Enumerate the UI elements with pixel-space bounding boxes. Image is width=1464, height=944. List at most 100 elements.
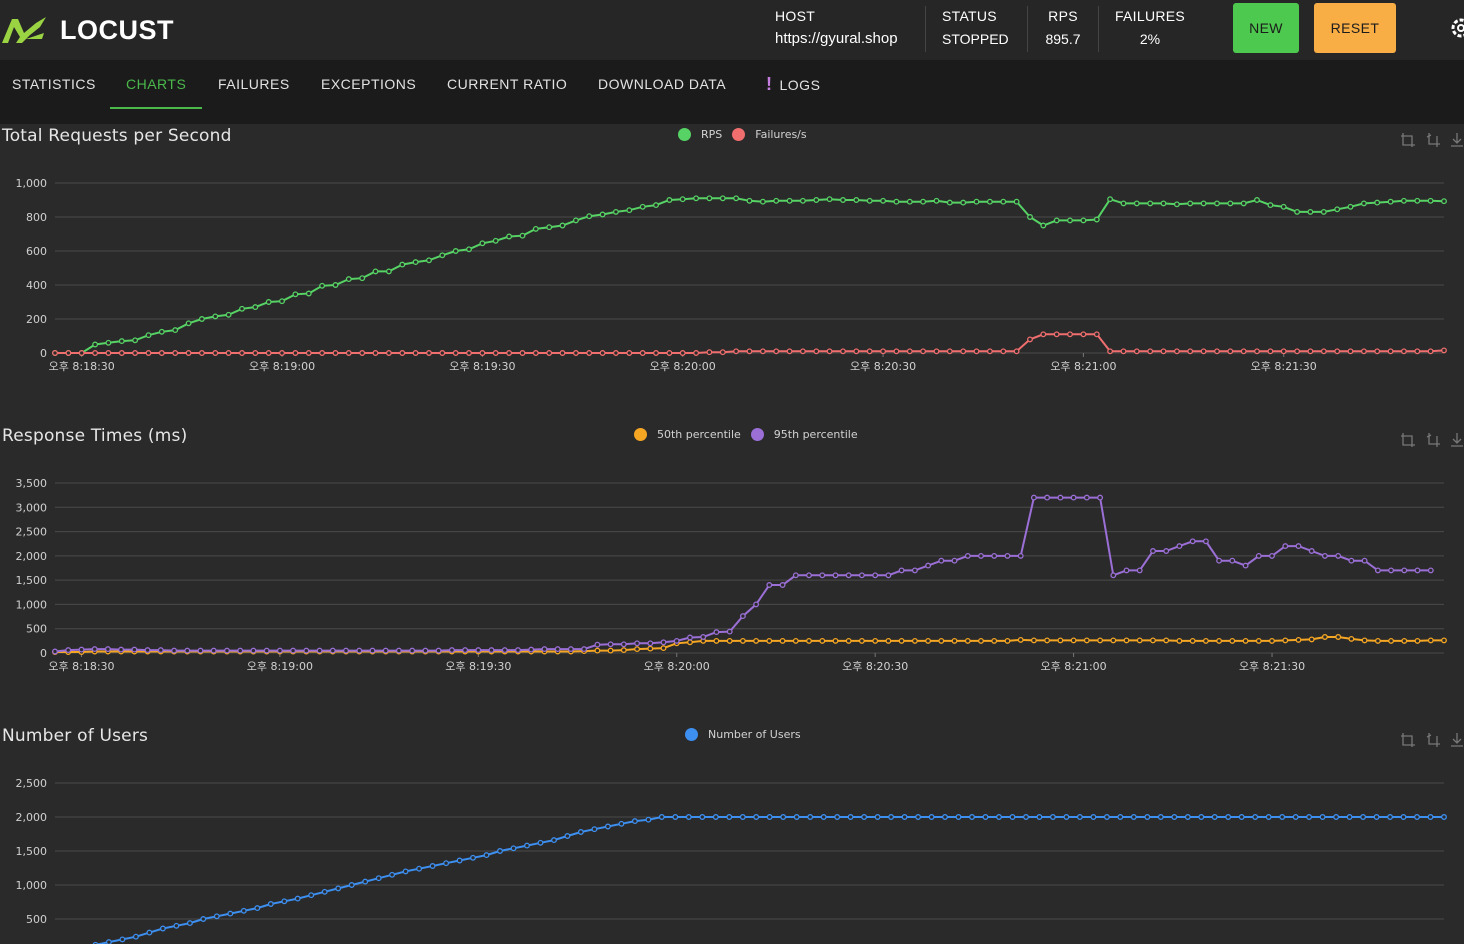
data-point bbox=[1240, 200, 1247, 207]
data-point bbox=[399, 350, 406, 356]
data-point bbox=[212, 350, 219, 356]
legend-item-users[interactable]: Number of Users bbox=[685, 728, 801, 741]
legend-item-rps[interactable]: RPS bbox=[678, 128, 722, 141]
data-point bbox=[1254, 197, 1260, 203]
data-point bbox=[1093, 216, 1100, 223]
data-point bbox=[416, 865, 423, 872]
divider bbox=[1027, 6, 1028, 52]
data-point bbox=[1321, 552, 1328, 559]
data-point bbox=[305, 290, 312, 297]
x-tick-label: 오후 8:21:00 bbox=[1050, 360, 1116, 373]
tab-charts[interactable]: CHARTS bbox=[126, 76, 187, 92]
data-point bbox=[915, 814, 922, 820]
data-point bbox=[1229, 557, 1236, 564]
data-point bbox=[479, 350, 486, 356]
data-point bbox=[906, 198, 913, 205]
tab-exceptions[interactable]: EXCEPTIONS bbox=[321, 76, 417, 92]
data-point bbox=[706, 195, 713, 202]
data-point bbox=[753, 814, 760, 820]
zoom-reset-icon[interactable] bbox=[1425, 432, 1441, 448]
data-point bbox=[1280, 203, 1287, 210]
data-point bbox=[1176, 543, 1183, 550]
reset-button[interactable]: RESET bbox=[1314, 3, 1396, 53]
data-point bbox=[483, 852, 490, 859]
data-point bbox=[385, 350, 392, 356]
data-point bbox=[319, 282, 326, 289]
data-point bbox=[1334, 348, 1341, 355]
x-tick-label: 오후 8:20:30 bbox=[842, 660, 908, 673]
data-point bbox=[660, 645, 667, 652]
data-point bbox=[928, 814, 935, 820]
data-point bbox=[551, 837, 557, 844]
data-point bbox=[402, 868, 409, 875]
status-label: STATUS bbox=[942, 8, 997, 24]
download-icon[interactable] bbox=[1450, 132, 1464, 148]
data-point bbox=[345, 276, 352, 283]
zoom-reset-icon[interactable] bbox=[1425, 732, 1441, 748]
data-point bbox=[920, 348, 927, 355]
data-point bbox=[184, 647, 191, 654]
data-point bbox=[501, 647, 508, 654]
data-point bbox=[647, 640, 654, 647]
data-point bbox=[332, 350, 339, 356]
legend-item-p95[interactable]: 95th percentile bbox=[750, 428, 858, 441]
download-icon[interactable] bbox=[1450, 732, 1464, 748]
data-point bbox=[1080, 217, 1087, 224]
legend-item-failures[interactable]: Failures/s bbox=[732, 128, 807, 141]
data-point bbox=[1374, 567, 1381, 574]
data-point bbox=[279, 350, 285, 356]
tab-failures[interactable]: FAILURES bbox=[218, 76, 290, 92]
data-point bbox=[1017, 552, 1024, 559]
tab-statistics[interactable]: STATISTICS bbox=[12, 76, 96, 92]
data-point bbox=[1057, 637, 1064, 644]
gear-icon[interactable] bbox=[1448, 16, 1464, 40]
data-point bbox=[872, 637, 879, 644]
data-point bbox=[210, 647, 217, 654]
data-point bbox=[1360, 814, 1367, 820]
zoom-icon[interactable] bbox=[1400, 432, 1416, 448]
data-point bbox=[237, 647, 244, 654]
tab-current-ratio[interactable]: CURRENT RATIO bbox=[447, 76, 568, 92]
legend-label: Failures/s bbox=[755, 128, 807, 141]
data-point bbox=[813, 348, 820, 355]
data-point bbox=[479, 240, 486, 247]
data-point bbox=[519, 350, 526, 356]
legend-item-p50[interactable]: 50th percentile bbox=[634, 428, 741, 441]
locust-logo[interactable]: LOCUST bbox=[0, 12, 174, 48]
data-point bbox=[1388, 637, 1395, 644]
data-point bbox=[91, 646, 98, 653]
data-point bbox=[564, 833, 571, 839]
data-point bbox=[227, 910, 234, 917]
data-point bbox=[942, 814, 948, 820]
data-point bbox=[1200, 348, 1207, 355]
data-point bbox=[1347, 348, 1354, 355]
tab-logs[interactable]: ! LOGS bbox=[750, 61, 836, 107]
zoom-icon[interactable] bbox=[1400, 732, 1416, 748]
data-point bbox=[792, 637, 799, 644]
data-point bbox=[1187, 348, 1194, 355]
data-point bbox=[1103, 814, 1110, 820]
data-point bbox=[1225, 814, 1232, 820]
new-button[interactable]: NEW bbox=[1233, 3, 1299, 53]
download-icon[interactable] bbox=[1450, 432, 1464, 448]
zoom-icon[interactable] bbox=[1400, 132, 1416, 148]
tab-download-data[interactable]: DOWNLOAD DATA bbox=[598, 76, 727, 92]
data-point bbox=[1374, 199, 1381, 206]
data-point bbox=[345, 350, 352, 356]
y-tick-label: 500 bbox=[26, 913, 47, 926]
zoom-reset-icon[interactable] bbox=[1425, 132, 1441, 148]
divider bbox=[925, 6, 926, 52]
data-point bbox=[559, 350, 566, 356]
y-tick-label: 600 bbox=[26, 245, 47, 258]
data-point bbox=[594, 641, 601, 648]
data-point bbox=[399, 261, 406, 268]
data-point bbox=[586, 213, 593, 220]
data-point bbox=[1269, 637, 1275, 644]
data-point bbox=[699, 814, 706, 820]
data-point bbox=[157, 647, 164, 654]
rps-chart: Total Requests per Second RPS Failures/s… bbox=[0, 126, 1464, 376]
data-point bbox=[145, 332, 152, 339]
series-line-0 bbox=[55, 197, 1445, 354]
response-times-chart: Response Times (ms) 50th percentile 95th… bbox=[0, 426, 1464, 676]
y-tick-label: 2,000 bbox=[16, 811, 48, 824]
